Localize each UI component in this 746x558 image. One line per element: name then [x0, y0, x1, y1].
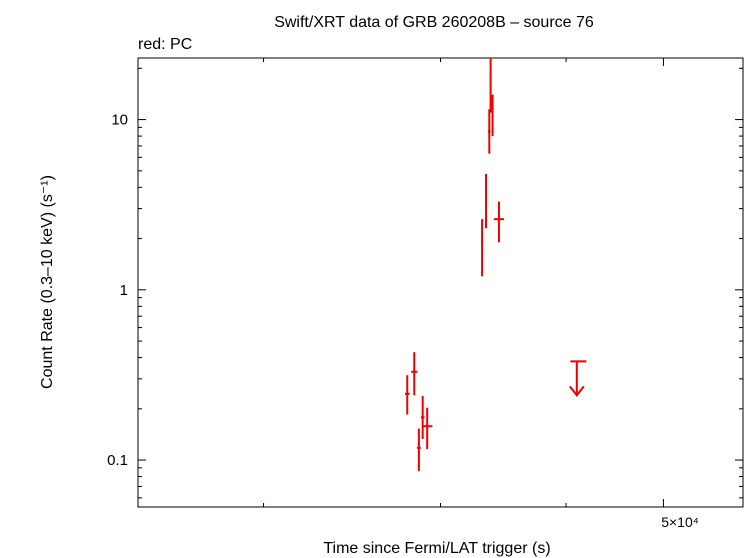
y-tick-label: 10	[111, 112, 128, 129]
upper-limit-arrowhead	[569, 385, 585, 397]
y-axis-label: Count Rate (0.3–10 keV) (s⁻¹)	[39, 175, 56, 389]
plot-frame	[137, 57, 744, 508]
data-point	[484, 173, 488, 229]
upper-limits	[569, 360, 587, 397]
chart-title: Swift/XRT data of GRB 260208B – source 7…	[274, 14, 594, 31]
y-tick-label: 1	[120, 282, 128, 299]
data-points	[404, 58, 505, 472]
data-point	[491, 94, 494, 137]
data-point	[493, 201, 505, 243]
data-point	[411, 352, 418, 396]
y-tick-label: 0.1	[107, 452, 128, 469]
data-point	[421, 407, 433, 450]
y-axis: 0.1 1 10	[107, 67, 743, 499]
data-point	[489, 58, 492, 113]
data-point	[420, 395, 425, 439]
data-point	[488, 109, 491, 154]
x-axis-label: Time since Fermi/LAT trigger (s)	[323, 540, 550, 557]
data-point	[481, 219, 484, 277]
data-point	[417, 428, 421, 472]
x-tick-label: 5×10⁴	[661, 514, 699, 530]
chart-subtitle: red: PC	[138, 36, 192, 53]
x-axis	[263, 58, 744, 507]
data-point	[404, 375, 410, 415]
upper-limit	[569, 360, 587, 397]
